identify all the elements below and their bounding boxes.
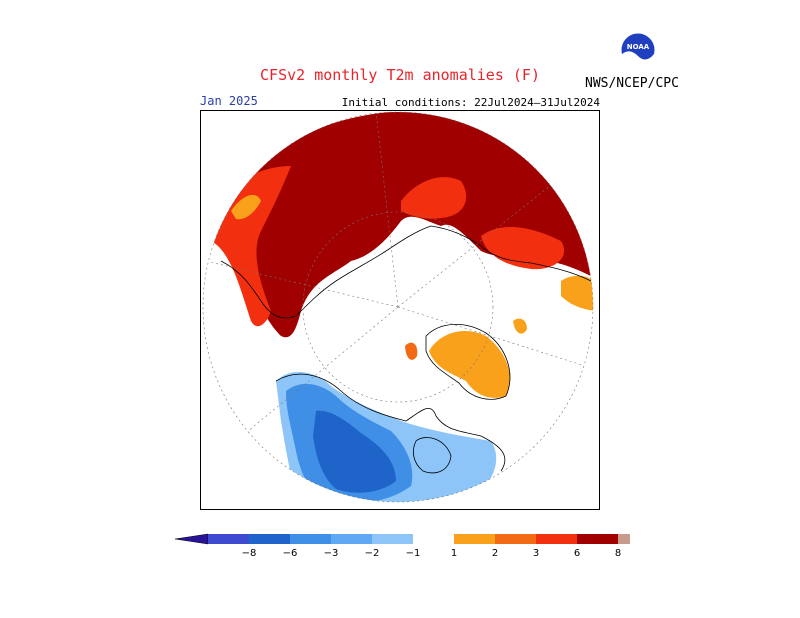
colorbar-segment (290, 534, 331, 544)
colorbar-segment (331, 534, 372, 544)
hudson-bay-coastline (412, 437, 452, 474)
colorbar-tick-label: 3 (532, 548, 540, 559)
colorbar-tick-label: 2 (491, 548, 499, 559)
meridian-line (235, 306, 399, 442)
colorbar (174, 533, 630, 545)
colorbar-tick-label: −2 (364, 548, 380, 559)
colorbar-tick-label: 1 (450, 548, 458, 559)
colorbar-segment (536, 534, 577, 544)
eurasia-strong-warm-region (221, 112, 593, 338)
north-america-very-cold-region (313, 410, 396, 493)
colorbar-segment (372, 534, 413, 544)
colorbar-tick-label: −1 (405, 548, 421, 559)
colorbar-left-arrow (174, 533, 209, 545)
noaa-logo-text: NOAA (627, 43, 650, 51)
scandinavia-warm-patch (561, 275, 593, 311)
greenland-warm-patch (405, 342, 418, 360)
colorbar-segment (454, 534, 495, 544)
agency-label: NWS/NCEP/CPC (585, 76, 679, 91)
eurasia-coastline (220, 225, 592, 319)
colorbar-segment (618, 534, 630, 544)
meridian-line (397, 180, 557, 308)
siberia-warm-patch (401, 177, 467, 219)
colorbar-segment (249, 534, 290, 544)
colorbar-segment (577, 534, 618, 544)
colorbar-segment (495, 534, 536, 544)
map-frame (200, 110, 600, 510)
chart-title: CFSv2 monthly T2m anomalies (F) (260, 66, 540, 84)
colorbar-tick-label: −6 (282, 548, 298, 559)
noaa-logo: NOAA (620, 32, 656, 68)
target-month: Jan 2025 (200, 94, 258, 108)
colorbar-segment (413, 534, 454, 544)
north-atlantic-warm-region (429, 331, 510, 398)
initial-conditions: Initial conditions: 22Jul2024–31Jul2024 (341, 96, 600, 109)
latitude-circle-60 (302, 211, 494, 403)
polar-map (202, 111, 594, 503)
colorbar-tick-label: 8 (614, 548, 622, 559)
meridian-line (397, 306, 593, 372)
far-east-warm-patch (481, 226, 565, 270)
colorbar-tick-label: 6 (573, 548, 581, 559)
greenland-coastline (425, 323, 511, 400)
map-edge-circle (202, 111, 594, 503)
iceland-warm-patch (513, 318, 527, 334)
eurasia-mild-warm-region (231, 194, 261, 220)
colorbar-tick-label: −3 (323, 548, 339, 559)
north-america-coastline (275, 373, 506, 472)
colorbar-tick-label: −8 (241, 548, 257, 559)
colorbar-segment (208, 534, 249, 544)
